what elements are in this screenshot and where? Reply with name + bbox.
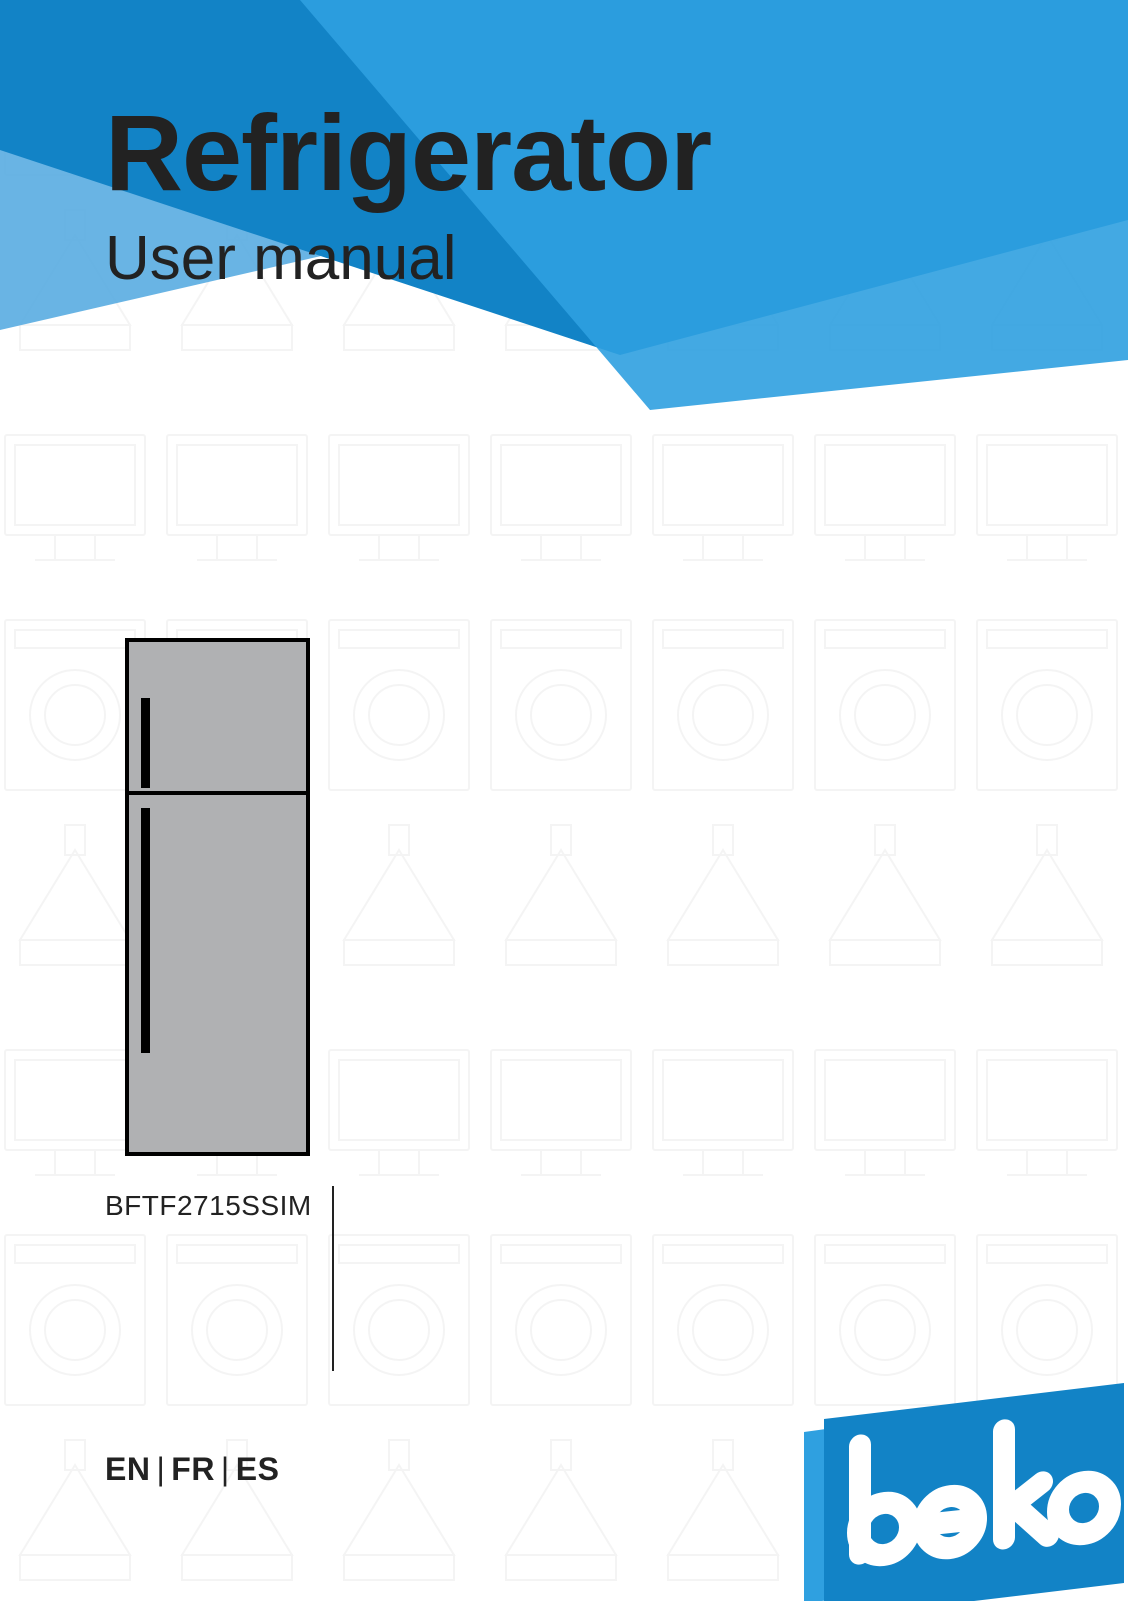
document-subtitle: User manual: [105, 223, 711, 294]
language-list: EN|FR|ES: [105, 1451, 279, 1488]
language-code: EN: [105, 1451, 150, 1487]
language-code: FR: [171, 1451, 215, 1487]
model-divider-line: [332, 1186, 334, 1371]
language-separator: |: [150, 1451, 171, 1487]
beko-logo: [768, 1351, 1128, 1601]
manual-cover-page: Refrigerator User manual BFTF2715SSIM EN…: [0, 0, 1128, 1601]
model-code: BFTF2715SSIM: [105, 1190, 312, 1222]
document-title: Refrigerator: [105, 90, 711, 215]
language-separator: |: [215, 1451, 236, 1487]
refrigerator-illustration: [125, 638, 310, 1156]
language-code: ES: [236, 1451, 280, 1487]
title-block: Refrigerator User manual: [105, 90, 711, 294]
model-row: BFTF2715SSIM: [105, 1190, 334, 1371]
